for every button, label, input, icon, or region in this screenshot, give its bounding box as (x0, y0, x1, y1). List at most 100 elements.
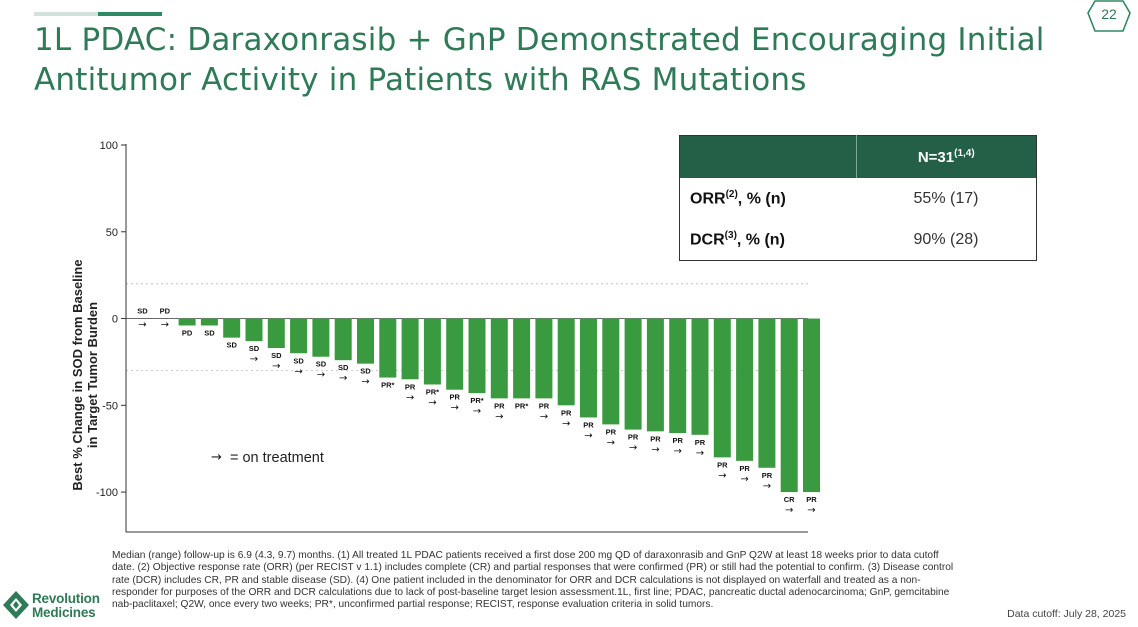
response-label: SD (137, 307, 148, 316)
response-label: CR (784, 495, 795, 504)
response-label: PR (449, 393, 460, 402)
company-logo: Revolution Medicines (0, 588, 110, 624)
data-cutoff-note: Data cutoff: July 28, 2025 (1007, 608, 1126, 620)
response-label: PD (160, 307, 171, 316)
bar (423, 318, 441, 385)
bar (780, 318, 798, 493)
response-label: SD (226, 341, 237, 350)
table-row: ORR(2), % (n) 55% (17) (680, 178, 1037, 219)
on-treatment-arrow-icon: → (138, 320, 146, 331)
y-tick-label: -100 (96, 487, 118, 499)
response-label: PR (806, 495, 817, 504)
legend-arrow-icon: → (211, 450, 222, 465)
response-label: PR (628, 433, 639, 442)
response-label: SD (316, 360, 327, 369)
response-label: SD (338, 363, 349, 372)
legend-text: = on treatment (230, 450, 324, 466)
response-label: PR (405, 382, 416, 391)
table-header-empty (679, 135, 857, 178)
table-row: DCR(3), % (n) 90% (28) (680, 219, 1037, 261)
response-label: PR (695, 438, 706, 447)
response-label: PR (717, 460, 728, 469)
page-number-badge: 22 (1087, 0, 1131, 32)
response-label: SD (271, 351, 282, 360)
bar (267, 318, 285, 349)
logo-wordmark: Revolution Medicines (32, 592, 100, 620)
on-treatment-arrow-icon: → (361, 377, 369, 388)
bar (490, 318, 508, 399)
on-treatment-arrow-icon: → (451, 403, 459, 414)
bar (803, 318, 820, 493)
y-tick-label: 50 (106, 227, 118, 239)
bar (736, 318, 754, 461)
dcr-label-sup: (3) (724, 229, 737, 241)
table-header-n-text: N=31 (917, 149, 955, 166)
hexagon-icon (1087, 0, 1131, 32)
on-treatment-arrow-icon: → (428, 397, 436, 408)
response-label: SD (204, 328, 215, 337)
bar (646, 318, 664, 432)
response-label: PR (650, 434, 661, 443)
response-summary-table: N=31(1,4) ORR(2), % (n) 55% (17) DCR(3),… (679, 135, 1037, 261)
bar (624, 318, 642, 430)
dcr-label-suffix: , % (n) (736, 231, 785, 249)
bar (468, 318, 486, 394)
response-label: PR (561, 408, 572, 417)
orr-value: 55% (17) (913, 189, 979, 207)
response-label: PR* (381, 381, 394, 390)
on-treatment-arrow-icon: → (740, 474, 748, 485)
logo-line2: Medicines (32, 605, 96, 620)
slide-title-line1: 1L PDAC: Daraxonrasib + GnP Demonstrated… (34, 22, 1045, 58)
response-label: SD (249, 344, 260, 353)
on-treatment-arrow-icon: → (584, 430, 592, 441)
orr-label-sup: (2) (725, 188, 738, 200)
orr-label: ORR(2), % (n) (680, 178, 857, 219)
bar (357, 318, 374, 364)
y-tick-label: 100 (100, 140, 118, 152)
logo-mark-icon (3, 591, 29, 619)
on-treatment-arrow-icon: → (317, 370, 325, 381)
on-treatment-arrow-icon: → (718, 470, 726, 481)
response-label: PR (762, 471, 773, 480)
on-treatment-arrow-icon: → (250, 354, 258, 365)
response-label: PR (539, 401, 550, 410)
orr-label-suffix: , % (n) (737, 190, 786, 208)
bar (758, 318, 776, 468)
bar (580, 318, 597, 418)
on-treatment-arrow-icon: → (674, 446, 682, 457)
on-treatment-arrow-icon: → (629, 443, 637, 454)
bar (535, 318, 553, 399)
y-tick-label: 0 (112, 314, 118, 326)
on-treatment-arrow-icon: → (406, 392, 414, 403)
logo-line1: Revolution (32, 591, 100, 606)
bar (513, 318, 531, 399)
slide-title-line2: Antitumor Activity in Patients with RAS … (34, 62, 807, 98)
bar (557, 318, 575, 406)
bar (446, 318, 464, 390)
bar (312, 318, 330, 357)
response-label: PR (494, 401, 505, 410)
response-label: PR (583, 420, 594, 429)
on-treatment-arrow-icon: → (785, 505, 793, 516)
on-treatment-arrow-icon: → (696, 448, 704, 459)
bar (713, 318, 731, 458)
on-treatment-arrow-icon: → (807, 505, 815, 516)
on-treatment-arrow-icon: → (161, 320, 169, 331)
footnote: Median (range) follow-up is 6.9 (4.3, 9.… (112, 550, 954, 611)
bar (691, 318, 709, 435)
bar (334, 318, 352, 361)
dcr-label-text: DCR (690, 231, 725, 249)
page-number: 22 (1101, 6, 1117, 22)
on-treatment-arrow-icon: → (473, 406, 481, 417)
bar (379, 318, 397, 378)
bar (223, 318, 241, 338)
orr-label-text: ORR (690, 190, 726, 208)
bar (178, 318, 196, 326)
table-header-row: N=31(1,4) (679, 135, 1037, 178)
response-label: SD (360, 367, 371, 376)
on-treatment-arrow-icon: → (540, 411, 548, 422)
table-header-n: N=31(1,4) (856, 135, 1037, 178)
chart-legend: → = on treatment (211, 450, 324, 466)
bar (245, 318, 263, 342)
dcr-value: 90% (28) (913, 230, 979, 248)
